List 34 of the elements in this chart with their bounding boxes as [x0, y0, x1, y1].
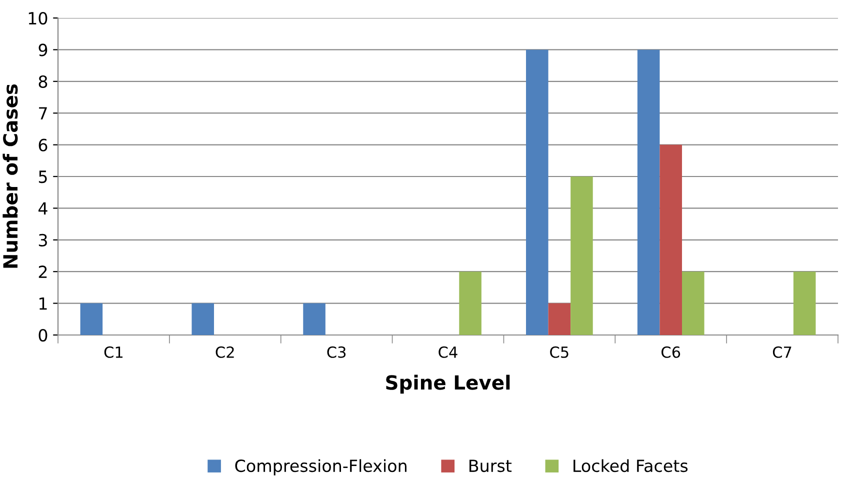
y-tick-label: 5 [38, 170, 47, 184]
bar [526, 50, 548, 335]
bar [637, 50, 660, 335]
legend-label: Compression-Flexion [235, 459, 406, 476]
y-tick-label: 10 [28, 12, 48, 25]
bar [80, 303, 103, 335]
x-tick-label: C5 [550, 346, 568, 358]
bar [660, 144, 682, 335]
bar [548, 303, 571, 335]
bar [570, 176, 593, 335]
bar [192, 303, 214, 335]
legend-label: Locked Facets [574, 459, 688, 472]
x-tick-label: C1 [104, 346, 122, 358]
y-axis-title: Number of Cases [2, 84, 18, 268]
y-tick-label: 8 [38, 75, 48, 88]
bar [682, 272, 704, 335]
y-tick-label: 7 [39, 107, 47, 120]
y-tick-label: 1 [40, 297, 47, 310]
bar [303, 303, 326, 335]
y-tick-label: 3 [38, 234, 47, 246]
y-tick-label: 2 [38, 266, 47, 278]
bar [793, 272, 816, 335]
y-tick-label: 0 [38, 328, 48, 342]
y-tick-label: 6 [38, 138, 48, 152]
legend-label: Burst [470, 460, 512, 472]
x-tick-label: C6 [662, 346, 680, 358]
x-tick-label: C7 [772, 346, 792, 358]
x-tick-label: C2 [216, 346, 234, 358]
x-tick-label: C4 [438, 346, 458, 358]
bar [459, 272, 482, 335]
y-tick-label: 4 [38, 202, 48, 215]
x-axis-title: Spine Level [386, 374, 510, 394]
x-tick-label: C3 [327, 346, 346, 358]
y-tick-label: 9 [38, 44, 48, 56]
